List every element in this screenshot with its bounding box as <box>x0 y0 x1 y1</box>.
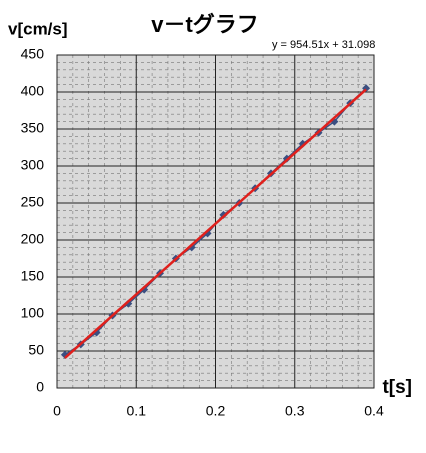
y-tick-label: 250 <box>21 194 45 210</box>
y-tick-label: 0 <box>36 379 44 395</box>
y-tick-label: 400 <box>21 83 45 99</box>
y-tick-label: 350 <box>21 120 45 136</box>
y-tick-label: 300 <box>21 157 45 173</box>
y-tick-label: 450 <box>21 46 45 62</box>
annotation: y = 954.51x + 31.098 <box>272 39 375 51</box>
y-axis-label: v[cm/s] <box>8 19 68 38</box>
y-tick-label: 200 <box>21 231 45 247</box>
plot-border <box>56 54 375 389</box>
x-tick-label: 0.3 <box>285 403 305 419</box>
x-tick-label: 0.4 <box>364 403 384 419</box>
trendline <box>64 88 367 359</box>
y-tick-label: 100 <box>21 305 45 321</box>
y-tick-label: 150 <box>21 268 45 284</box>
x-tick-label: 0.2 <box>206 403 226 419</box>
x-tick-label: 0 <box>53 403 61 419</box>
x-tick-label: 0.1 <box>127 403 147 419</box>
x-axis-label: t[s] <box>382 377 412 398</box>
plot-area <box>56 54 375 389</box>
chart-title: v－tグラフ <box>151 12 259 37</box>
y-tick-label: 50 <box>28 342 44 358</box>
